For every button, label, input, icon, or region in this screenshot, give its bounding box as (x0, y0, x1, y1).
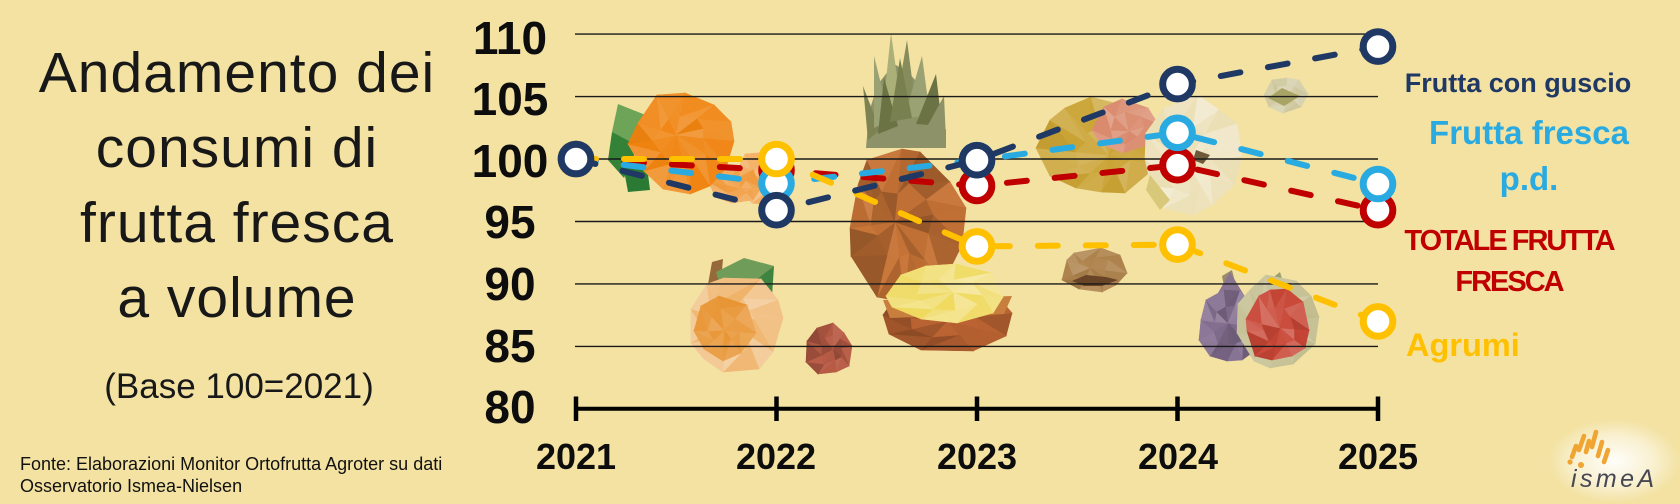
svg-text:ismeA: ismeA (1571, 465, 1657, 493)
